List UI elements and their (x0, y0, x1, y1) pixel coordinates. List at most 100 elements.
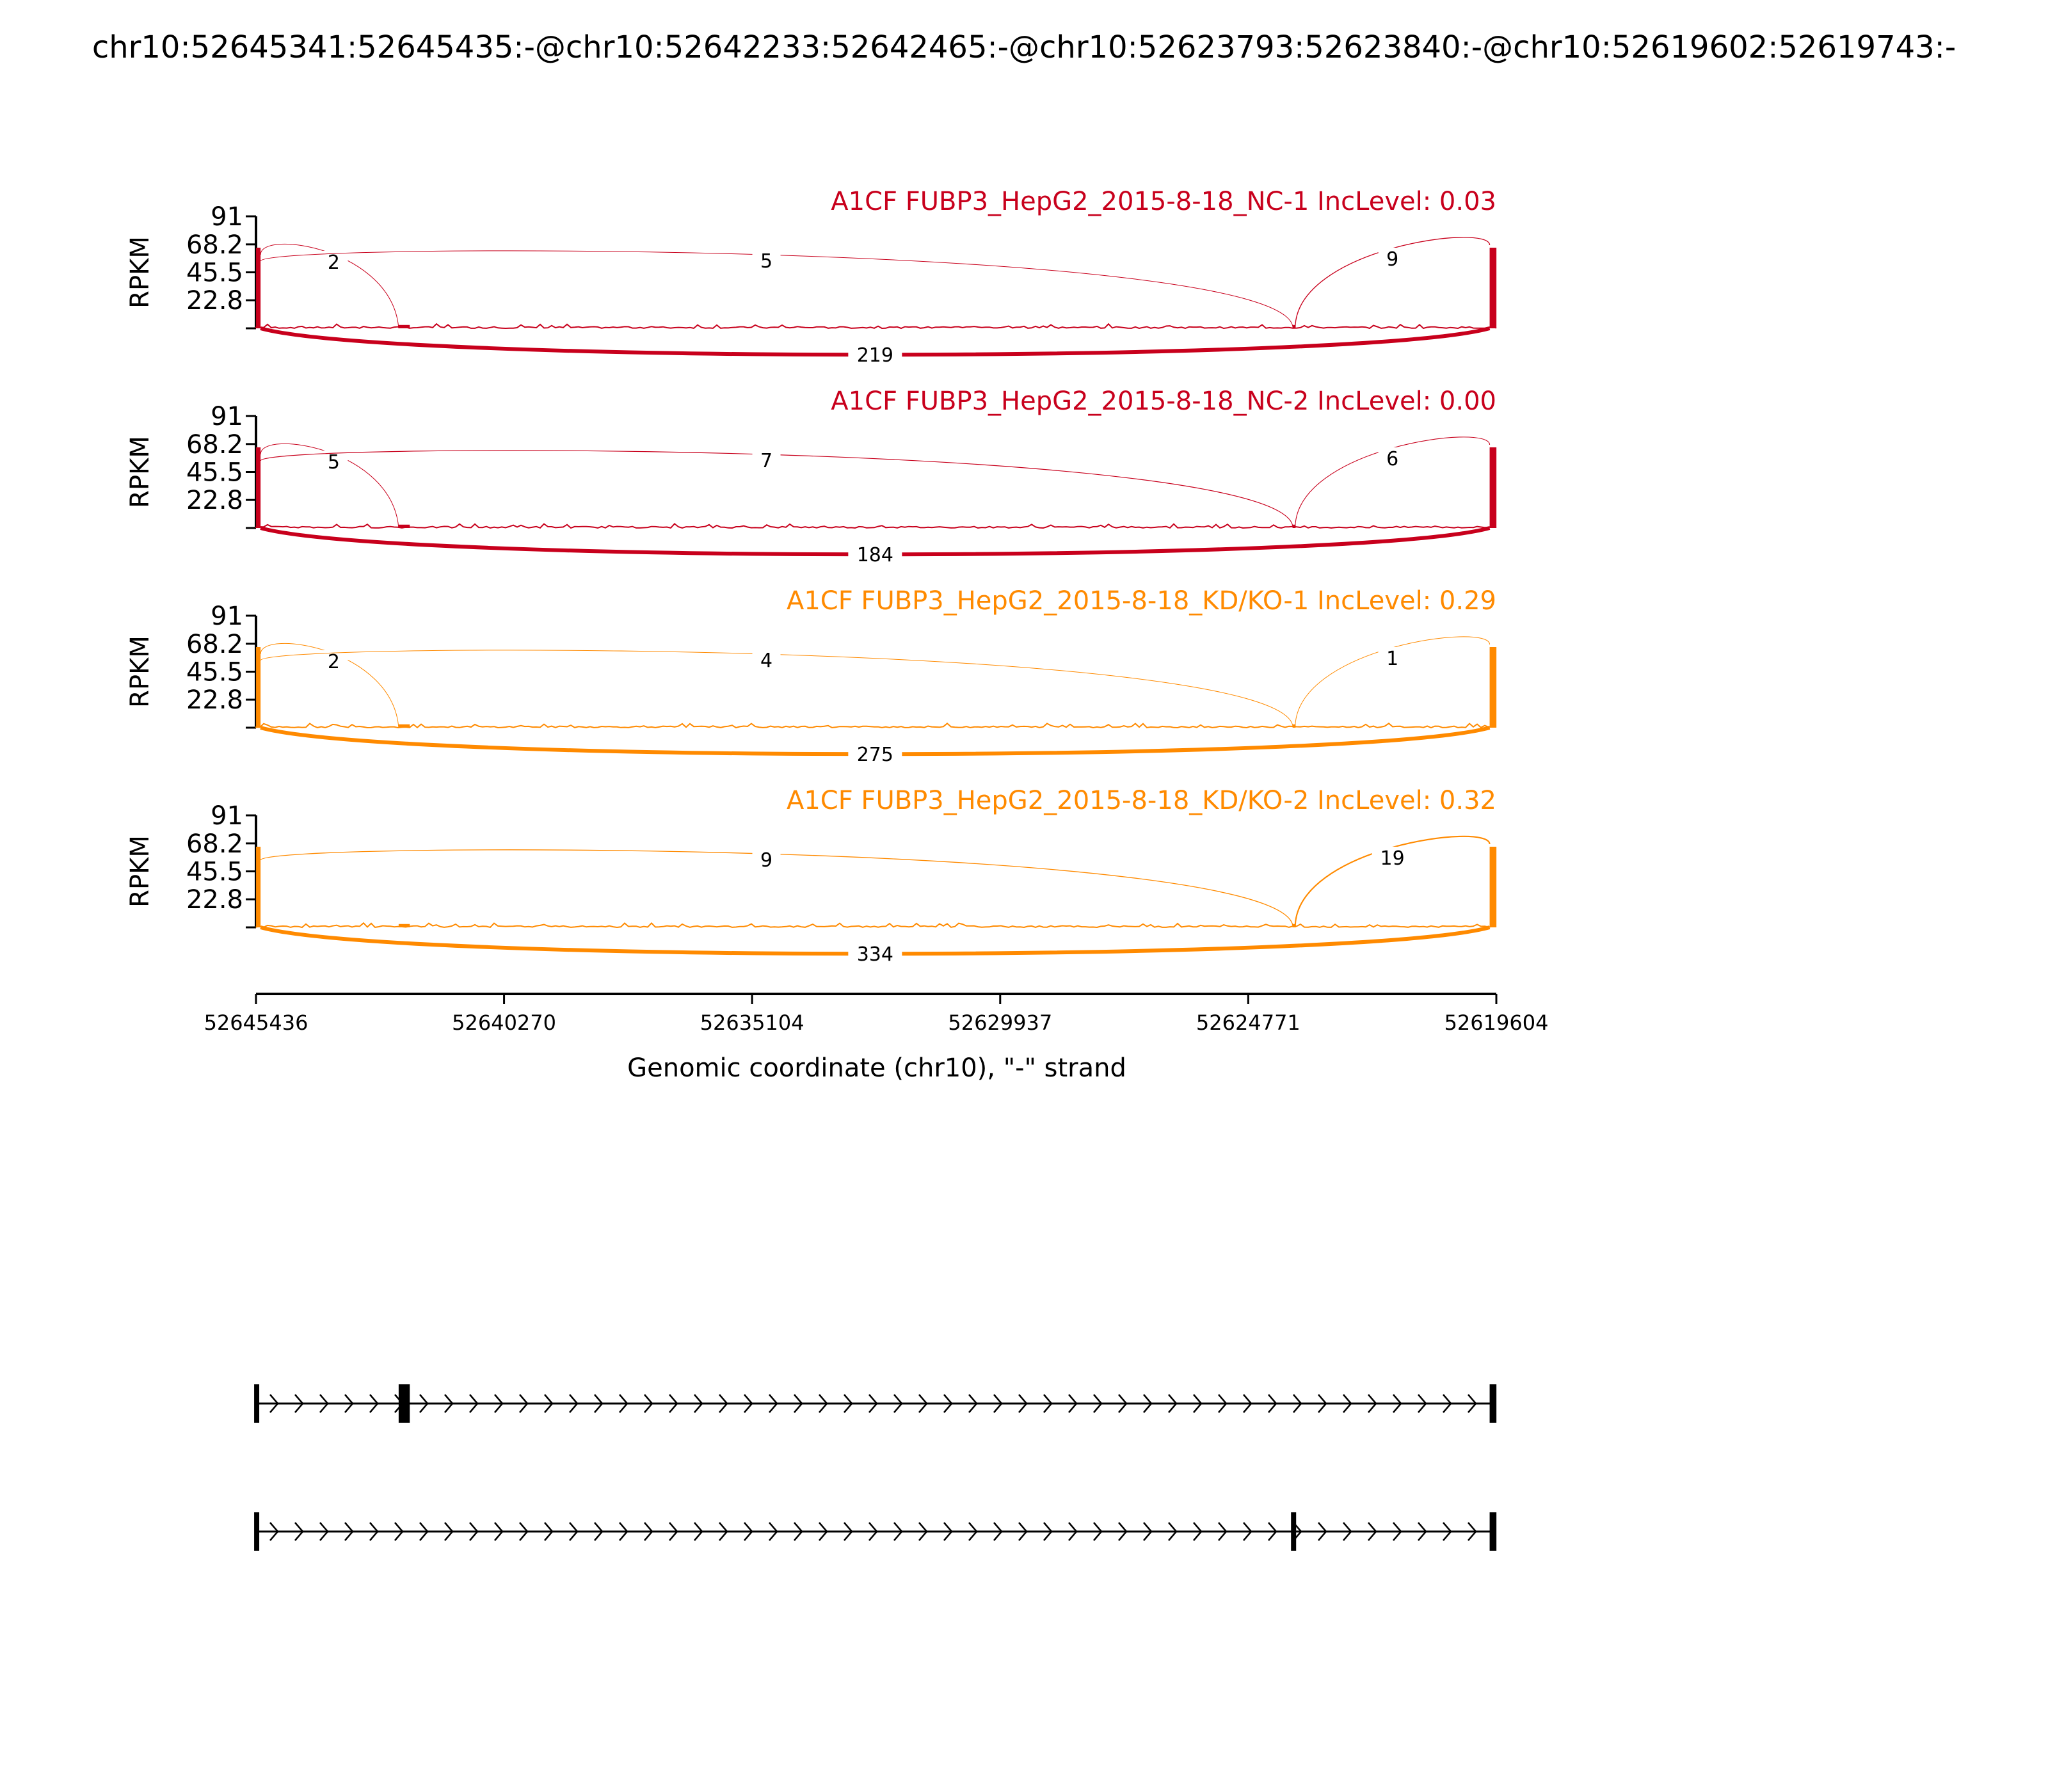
exon-coverage (1489, 847, 1497, 927)
strand-arrow (519, 1522, 529, 1541)
junction-count: 219 (857, 344, 893, 367)
strand-arrow (769, 1522, 778, 1541)
strand-arrow (1018, 1394, 1028, 1413)
strand-arrow (1268, 1522, 1277, 1541)
strand-arrow (968, 1394, 978, 1413)
x-tick-label: 52640270 (452, 1011, 556, 1035)
x-axis: 52645436 52640270 52635104 52629937 52624771… (204, 993, 1549, 1035)
strand-arrow (1318, 1394, 1327, 1413)
junction-label-bg (848, 743, 902, 766)
sample-label: A1CF FUBP3_HepG2_2015-8-18_KD/KO-1 IncLe… (787, 586, 1496, 616)
y-tick-label: 22.8 (186, 486, 243, 515)
strand-arrow (594, 1394, 604, 1413)
strand-arrow (918, 1522, 928, 1541)
y-axis-label: RPKM (125, 436, 155, 508)
strand-arrow (294, 1522, 304, 1541)
junction-count: 9 (1386, 248, 1398, 271)
strand-arrow (1193, 1522, 1203, 1541)
x-axis-label: Genomic coordinate (chr10), "-" strand (627, 1053, 1126, 1083)
strand-arrow (269, 1394, 279, 1413)
figure-title: chr10:52645341:52645435:-@chr10:52642233… (92, 29, 1956, 65)
strand-arrow (1218, 1522, 1228, 1541)
junction-count: 19 (1380, 847, 1405, 870)
exon-coverage (1489, 647, 1497, 728)
junction-count: 5 (760, 250, 772, 273)
strand-arrow (1068, 1394, 1078, 1413)
x-tick-label: 52619604 (1444, 1011, 1549, 1035)
strand-arrow (1418, 1394, 1427, 1413)
junction-label-bg (1378, 447, 1407, 470)
strand-arrow (669, 1394, 678, 1413)
strand-arrow (1318, 1522, 1327, 1541)
strand-arrow (893, 1522, 903, 1541)
y-tick-label: 91 (211, 801, 243, 831)
strand-arrow (569, 1394, 579, 1413)
x-tick-label: 52629937 (948, 1011, 1052, 1035)
strand-arrow (993, 1522, 1003, 1541)
strand-arrow (719, 1522, 728, 1541)
strand-arrow (269, 1522, 279, 1541)
junction-label-bg (319, 251, 348, 274)
strand-arrow (344, 1394, 354, 1413)
strand-arrow (893, 1394, 903, 1413)
strand-arrow (669, 1522, 678, 1541)
junction-label-bg (752, 449, 781, 472)
strand-arrow (644, 1522, 653, 1541)
strand-arrow (993, 1394, 1003, 1413)
exon-coverage (1293, 724, 1296, 728)
y-tick-label: 91 (211, 602, 243, 631)
sample-label: A1CF FUBP3_HepG2_2015-8-18_KD/KO-2 IncLe… (787, 786, 1496, 815)
junction-label-bg (848, 943, 902, 966)
strand-arrow (494, 1394, 504, 1413)
junction-count: 2 (328, 651, 340, 673)
exon-coverage (1489, 248, 1497, 328)
exon-block (1489, 1384, 1497, 1423)
strand-arrow (544, 1522, 554, 1541)
exon-coverage (398, 924, 410, 927)
strand-arrow (744, 1394, 753, 1413)
strand-arrow (844, 1522, 853, 1541)
coverage-trace (255, 722, 1497, 729)
strand-arrow (544, 1394, 554, 1413)
y-tick-label: 22.8 (186, 286, 243, 316)
strand-arrow (469, 1394, 479, 1413)
strand-arrow (1068, 1522, 1078, 1541)
junction-count: 184 (857, 544, 893, 566)
strand-arrow (1043, 1522, 1053, 1541)
y-tick-label: 45.5 (186, 458, 243, 488)
exon-block (1291, 1512, 1297, 1551)
y-tick-label: 91 (211, 202, 243, 232)
strand-arrow (1243, 1394, 1252, 1413)
strand-arrow (1443, 1522, 1452, 1541)
strand-arrow (968, 1522, 978, 1541)
strand-arrow (943, 1394, 953, 1413)
strand-arrow (1118, 1522, 1128, 1541)
strand-arrow (819, 1522, 828, 1541)
strand-arrow (1418, 1522, 1427, 1541)
y-axis-label: RPKM (125, 835, 155, 908)
transcript (254, 1512, 1497, 1551)
junction-count: 275 (857, 744, 893, 766)
strand-arrow (1143, 1522, 1153, 1541)
strand-arrow (769, 1394, 778, 1413)
strand-arrow (918, 1394, 928, 1413)
strand-arrow (1368, 1522, 1377, 1541)
strand-arrow (1093, 1522, 1103, 1541)
exon-coverage (256, 847, 261, 927)
strand-arrow (1368, 1394, 1377, 1413)
strand-arrow (419, 1522, 429, 1541)
exon-block (254, 1512, 260, 1551)
exon-block (254, 1384, 260, 1423)
junction-count: 334 (857, 943, 893, 966)
strand-arrow (1118, 1394, 1128, 1413)
coverage-trace (255, 922, 1497, 929)
strand-arrow (619, 1394, 628, 1413)
y-tick-label: 45.5 (186, 858, 243, 887)
strand-arrow (1093, 1394, 1103, 1413)
strand-arrow (694, 1394, 703, 1413)
strand-arrow (319, 1522, 329, 1541)
